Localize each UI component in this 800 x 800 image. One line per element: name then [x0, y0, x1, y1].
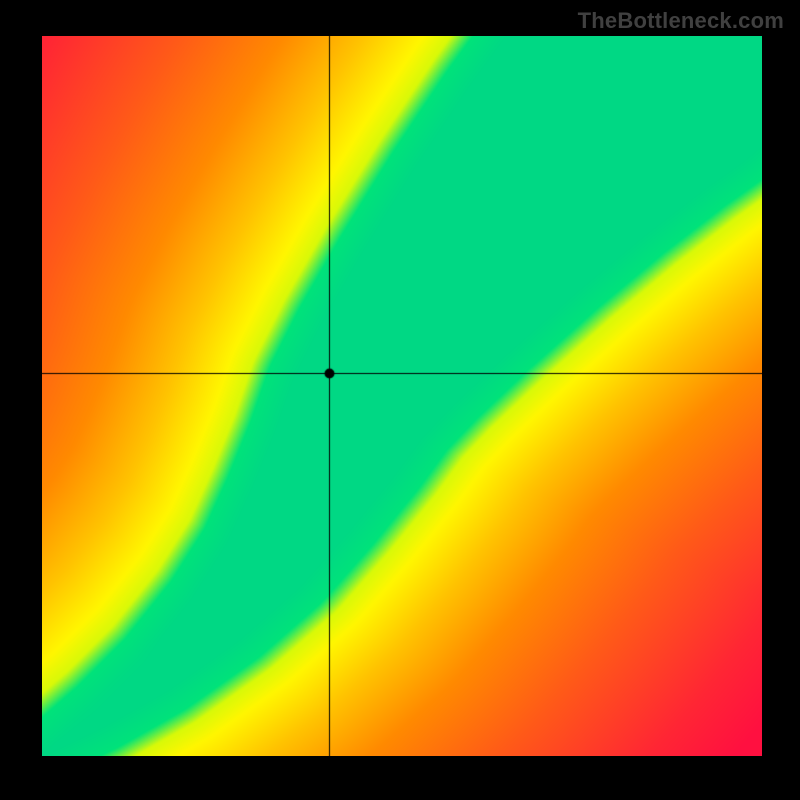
heatmap-plot [42, 36, 762, 756]
watermark-text: TheBottleneck.com [578, 8, 784, 34]
heatmap-canvas [42, 36, 762, 756]
